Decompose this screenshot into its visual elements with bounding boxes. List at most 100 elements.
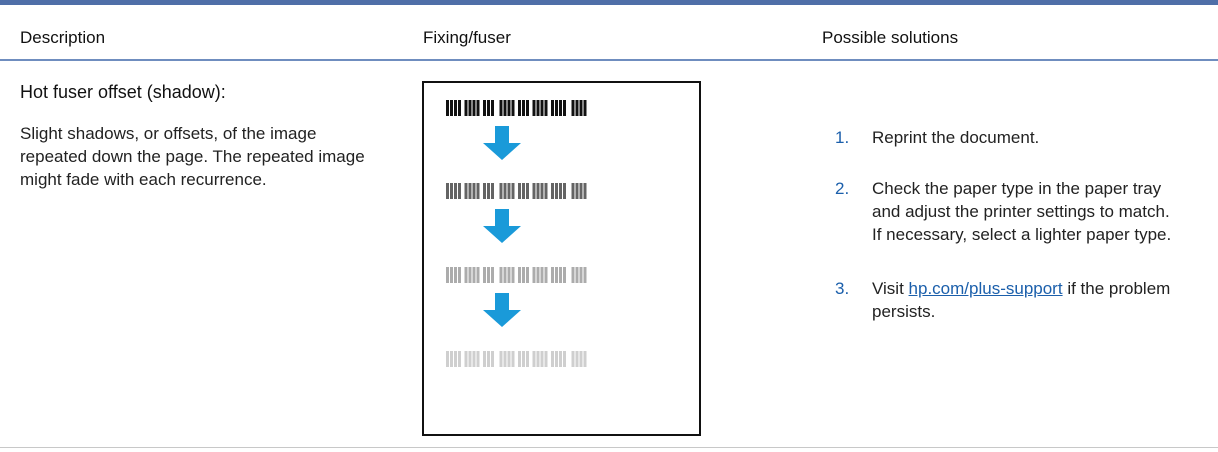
bar-stripe bbox=[540, 100, 544, 116]
bar-stripe bbox=[468, 183, 472, 199]
bar-stripe bbox=[579, 351, 583, 367]
bar-stripe bbox=[507, 267, 511, 283]
bar-stripe bbox=[555, 267, 558, 283]
bar-stripe bbox=[472, 183, 476, 199]
bar-stripe bbox=[526, 267, 529, 283]
bar-stripe bbox=[507, 183, 511, 199]
bar-stripe bbox=[450, 100, 453, 116]
bar-stripe bbox=[464, 351, 468, 367]
bar-stripe bbox=[511, 183, 515, 199]
bar-stripe bbox=[511, 100, 515, 116]
bar-stripe bbox=[491, 183, 494, 199]
bar-rows bbox=[446, 100, 587, 367]
bar-stripe bbox=[563, 267, 566, 283]
bar-stripe bbox=[503, 351, 507, 367]
bar-stripe bbox=[526, 183, 529, 199]
bar-stripe bbox=[487, 183, 490, 199]
bar-stripe bbox=[536, 267, 540, 283]
solution: 2. Check the paper type in the paper tra… bbox=[835, 177, 1185, 246]
bar-stripe bbox=[476, 351, 480, 367]
bar-stripe bbox=[522, 351, 525, 367]
bar-stripe bbox=[536, 183, 540, 199]
bar-stripe bbox=[511, 351, 515, 367]
bar-stripe bbox=[483, 100, 486, 116]
solution-number: 2. bbox=[835, 179, 850, 198]
bar-stripe bbox=[450, 267, 453, 283]
bar-stripe bbox=[503, 183, 507, 199]
bar-stripe bbox=[454, 183, 457, 199]
bar-stripe bbox=[503, 267, 507, 283]
bar-stripe bbox=[464, 100, 468, 116]
bar-stripe bbox=[522, 100, 525, 116]
bar-stripe bbox=[583, 351, 587, 367]
column-header: Possible solutions bbox=[822, 28, 959, 47]
bar-stripe bbox=[551, 351, 554, 367]
bar-stripe bbox=[555, 183, 558, 199]
header-divider bbox=[0, 59, 1218, 61]
bar-stripe bbox=[532, 267, 536, 283]
bar-stripe bbox=[511, 267, 515, 283]
solution-number: 1. bbox=[835, 128, 850, 147]
row-title: Hot fuser offset (shadow): bbox=[20, 82, 226, 102]
support-link[interactable]: hp.com/plus-support bbox=[908, 279, 1063, 298]
row-description: Slight shadows, or offsets, of the image… bbox=[20, 124, 365, 189]
bar-stripe bbox=[575, 100, 579, 116]
bar-stripe bbox=[540, 183, 544, 199]
bar-stripe bbox=[544, 351, 548, 367]
bar-stripe bbox=[507, 351, 511, 367]
bar-stripe bbox=[454, 100, 457, 116]
bar-stripe bbox=[446, 267, 449, 283]
bar-stripe bbox=[483, 267, 486, 283]
bar-stripe bbox=[499, 267, 503, 283]
row-divider bbox=[0, 447, 1218, 448]
bar-stripe bbox=[468, 267, 472, 283]
solution-text: Visit hp.com/plus-support if the problem… bbox=[872, 277, 1172, 323]
bar-stripe bbox=[544, 100, 548, 116]
bar-stripe bbox=[540, 267, 544, 283]
bar-stripe bbox=[544, 183, 548, 199]
bar-stripe bbox=[503, 100, 507, 116]
bar-stripe bbox=[476, 183, 480, 199]
bar-stripe bbox=[454, 267, 457, 283]
bar-stripe bbox=[518, 100, 521, 116]
bar-stripe bbox=[559, 183, 562, 199]
bar-stripe bbox=[532, 183, 536, 199]
bar-stripe bbox=[464, 267, 468, 283]
bar-stripe bbox=[536, 100, 540, 116]
bar-stripe bbox=[571, 183, 575, 199]
bar-stripe bbox=[468, 100, 472, 116]
bar-stripe bbox=[518, 267, 521, 283]
bar-stripe bbox=[491, 351, 494, 367]
bar-stripe bbox=[446, 183, 449, 199]
bar-stripe bbox=[575, 267, 579, 283]
bar-stripe bbox=[472, 267, 476, 283]
bar-stripe bbox=[579, 267, 583, 283]
bar-stripe bbox=[532, 100, 536, 116]
bar-stripe bbox=[536, 351, 540, 367]
bar-stripe bbox=[583, 183, 587, 199]
bar-stripe bbox=[563, 100, 566, 116]
column-header: Fixing/fuser bbox=[423, 28, 511, 47]
bar-stripe bbox=[499, 351, 503, 367]
page-outline bbox=[422, 81, 701, 436]
bar-stripe bbox=[450, 351, 453, 367]
bar-stripe bbox=[571, 267, 575, 283]
bar-stripe bbox=[555, 100, 558, 116]
bar-stripe bbox=[487, 351, 490, 367]
bar-stripe bbox=[532, 351, 536, 367]
bar-stripe bbox=[450, 183, 453, 199]
bar-stripe bbox=[458, 183, 461, 199]
text: Visit bbox=[872, 279, 904, 298]
bar-stripe bbox=[583, 267, 587, 283]
bar-stripe bbox=[526, 351, 529, 367]
bar-stripe bbox=[499, 183, 503, 199]
bar-stripe bbox=[458, 351, 461, 367]
bar-stripe bbox=[476, 100, 480, 116]
bar-stripe bbox=[559, 351, 562, 367]
bar-stripe bbox=[551, 100, 554, 116]
bar-stripe bbox=[491, 100, 494, 116]
bar-stripe bbox=[446, 351, 449, 367]
bar-stripe bbox=[544, 267, 548, 283]
bar-stripe bbox=[446, 100, 449, 116]
